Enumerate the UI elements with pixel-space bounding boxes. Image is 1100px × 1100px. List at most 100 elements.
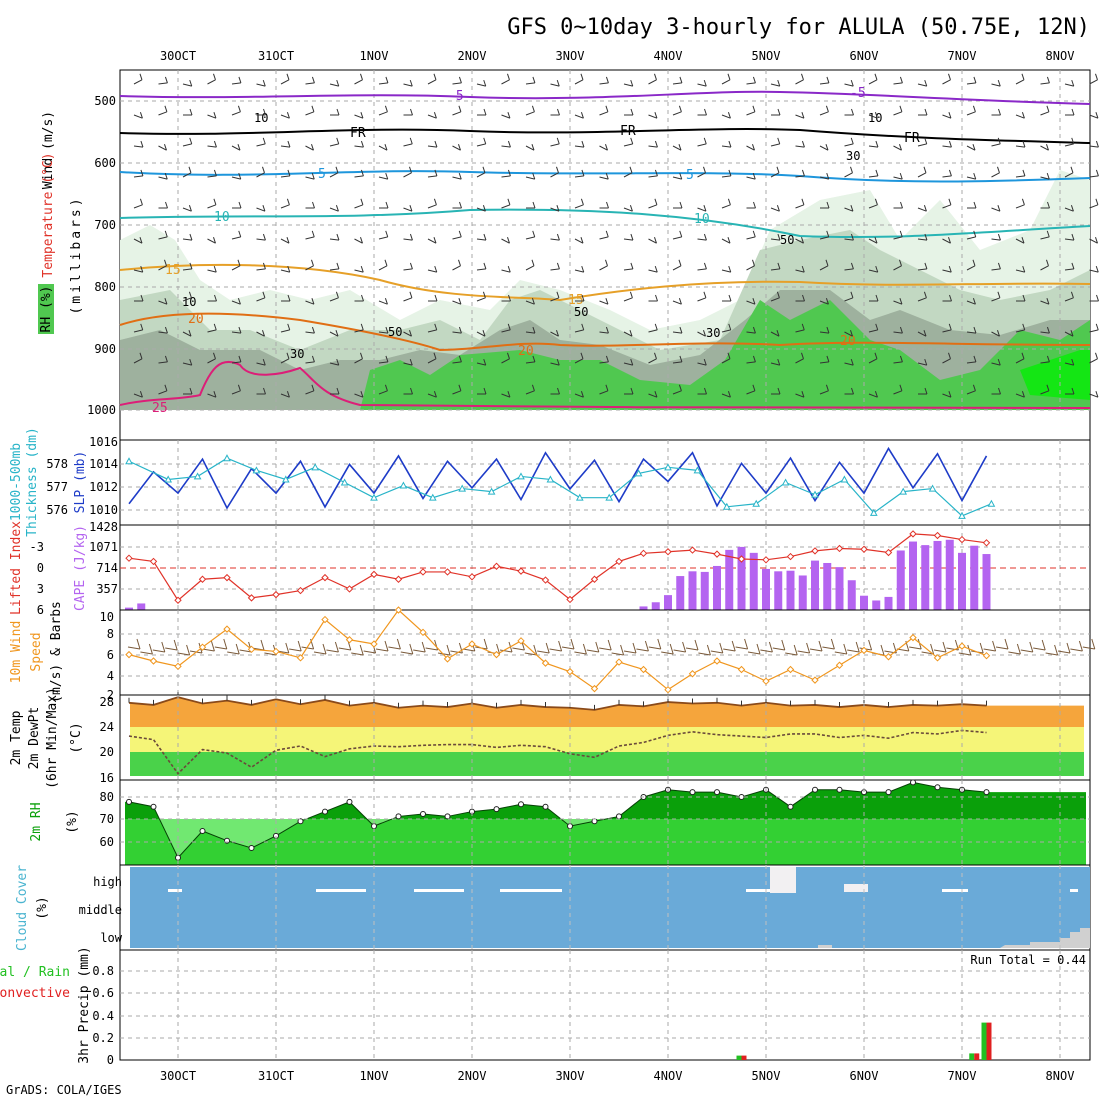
wind-barb: [1040, 361, 1050, 364]
lifted-index-point: [125, 554, 133, 562]
rh2m-point: [910, 779, 916, 786]
rh-label-30: 30: [706, 326, 720, 340]
wind-barb: [1089, 114, 1099, 119]
wind-barb: [746, 236, 756, 240]
precip-axis-label: Convective: [0, 986, 70, 1001]
wind10m-frame: [119, 609, 1091, 696]
rh-label-50: 50: [780, 233, 794, 247]
lifted-index-axis-label: Lifted Index: [9, 521, 24, 615]
wind-speed-point: [786, 665, 795, 674]
lifted-index-point: [149, 557, 158, 566]
wind-barb-flag: [875, 140, 879, 148]
contour-label-fr: FR: [904, 131, 920, 146]
thickness-point: [517, 472, 525, 480]
wind-barb: [329, 331, 339, 337]
wind-barb-flag: [629, 329, 633, 337]
wind-barb: [991, 268, 1001, 271]
wind10m-barb-flag: [483, 638, 488, 650]
wind10m-barb-flag: [148, 643, 153, 655]
wind-barb-flag: [361, 294, 364, 302]
wind-barb-flag: [850, 205, 854, 212]
wind-barb-flag: [801, 73, 804, 81]
precip-tick: 0: [107, 1053, 114, 1067]
wind10m-barb: [586, 649, 599, 653]
wind10m-barb-flag: [334, 641, 339, 653]
wind-barb: [378, 82, 388, 85]
wind10m-barb: [574, 651, 587, 655]
wind10m-barb-flag: [756, 643, 761, 655]
wind-barb-flag: [335, 329, 339, 337]
wind-barb-flag: [753, 201, 756, 209]
wind10m-barb-flag: [297, 640, 302, 652]
wind10m-barb: [289, 648, 302, 652]
wind-barb-flag: [483, 262, 487, 270]
wind-tick: 2: [107, 688, 114, 702]
wind-speed-line: [128, 609, 987, 691]
wind-barb: [231, 82, 241, 85]
wind-barb: [721, 393, 731, 398]
wind-barb-flag: [410, 108, 413, 116]
rh2m-point: [518, 801, 524, 808]
wind-barb: [770, 83, 780, 87]
wind10m-barb: [363, 650, 376, 654]
wind10m-barb-flag: [558, 640, 563, 652]
contour-label-fr: FR: [620, 124, 636, 139]
wind-barb-flag: [213, 198, 217, 205]
wind-barb: [158, 300, 168, 305]
wind-barb: [770, 207, 780, 212]
upper-air-grid: [120, 70, 1090, 411]
wind-barb-flag: [311, 355, 315, 363]
wind-barb-flag: [777, 387, 781, 395]
wind-barb-flag: [776, 205, 780, 212]
wind-barb-flag: [703, 79, 707, 87]
cape-bar: [676, 576, 685, 610]
wind-barb: [893, 236, 903, 240]
wind-barb: [427, 269, 437, 273]
wind-barb: [452, 82, 462, 85]
wind-barb-flag: [286, 112, 290, 119]
wind-barb-flag: [801, 198, 805, 205]
wind-barb-flag: [874, 198, 878, 205]
wind-barb-flag: [312, 201, 315, 209]
wind-barb-flag: [311, 105, 315, 112]
wind-barb-flag: [580, 352, 584, 360]
wind-speed-point: [835, 661, 844, 669]
wind-barb-flag: [630, 233, 634, 241]
wind-barb-flag: [532, 355, 536, 363]
wind-barb-flag: [433, 236, 437, 244]
wind-barb-flag: [482, 166, 486, 174]
lifted-index-point: [590, 575, 599, 583]
pressure-tick: 1000: [87, 403, 116, 417]
wind-barb: [942, 175, 952, 178]
wind-barb-flag: [850, 79, 854, 87]
wind-barb-flag: [458, 76, 462, 84]
wind-barb-flag: [654, 391, 658, 398]
wind-barb-flag: [605, 105, 609, 112]
wind10m-barb: [636, 648, 649, 652]
precip-axis-label: 3hr Precip (mm): [77, 946, 92, 1063]
cloud-low-fill: [1000, 928, 1090, 948]
wind-barb: [623, 362, 633, 366]
wind-barb: [623, 207, 633, 212]
wind-barb: [1064, 331, 1074, 337]
top-date-label: 6NOV: [850, 49, 879, 63]
wind-barb-flag: [139, 112, 143, 119]
slp-frame: [119, 439, 1091, 526]
rh2m-point: [346, 798, 353, 805]
wind-barb-flag: [164, 143, 167, 151]
wind-barb: [501, 145, 511, 148]
wind-barb: [1015, 269, 1025, 273]
wind-barb: [231, 331, 241, 334]
wind-barb: [256, 331, 265, 337]
rh2m-point: [689, 789, 696, 796]
wind-barb-flag: [727, 352, 731, 360]
wind-barb: [746, 361, 756, 364]
wind-barb-flag: [384, 298, 388, 305]
slp-line: [128, 446, 988, 510]
wind-barb-flag: [360, 112, 364, 119]
wind10m-barb-flag: [1091, 638, 1096, 650]
wind-barb: [574, 114, 584, 119]
wind10m-barb-flag: [719, 642, 724, 654]
wind-barb-flag: [360, 198, 364, 205]
